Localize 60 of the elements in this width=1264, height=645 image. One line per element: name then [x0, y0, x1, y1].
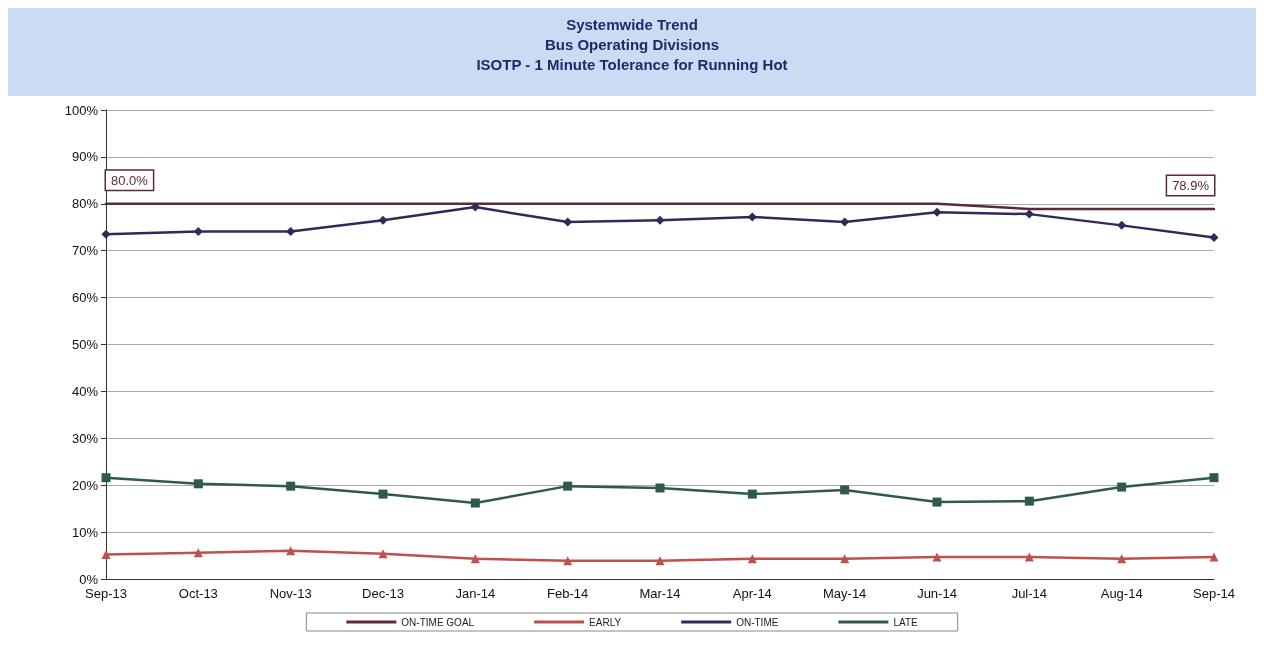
point	[563, 481, 573, 491]
y-tick-label: 100%	[64, 102, 99, 118]
point	[932, 552, 942, 562]
y-tick-label: 10%	[71, 524, 99, 540]
point	[1209, 233, 1219, 243]
x-tick-label: Jan-14	[455, 586, 496, 601]
legend-label: EARLY	[589, 616, 622, 628]
point	[470, 498, 480, 508]
x-tick-label: Sep-13	[85, 586, 127, 601]
point	[193, 226, 203, 236]
y-tick-label: 30%	[71, 430, 99, 446]
y-tick-label: 80%	[71, 196, 99, 212]
x-tick-label: Oct-13	[178, 586, 218, 601]
point	[747, 489, 757, 499]
point	[193, 479, 203, 489]
point	[378, 489, 388, 499]
point	[378, 549, 388, 559]
legend-label: LATE	[893, 616, 918, 628]
data-label: 78.9%	[1172, 177, 1210, 193]
point	[470, 202, 480, 212]
point	[840, 217, 850, 227]
point	[655, 556, 665, 566]
legend-label: ON-TIME GOAL	[401, 616, 475, 628]
y-tick-label: 50%	[71, 337, 99, 352]
x-tick-label: Nov-13	[269, 586, 312, 601]
x-tick-label: Jun-14	[917, 586, 957, 601]
x-tick-label: May-14	[822, 586, 867, 601]
x-tick-label: Aug-14	[1100, 586, 1143, 601]
point	[1024, 496, 1034, 506]
x-tick-label: Sep-14	[1193, 586, 1235, 601]
legend-label: ON-TIME	[736, 616, 779, 628]
point	[655, 215, 665, 225]
chart-title: Systemwide Trend	[566, 16, 698, 33]
x-tick-label: Mar-14	[639, 586, 681, 601]
point	[286, 481, 296, 491]
y-tick-label: 60%	[71, 290, 99, 306]
point	[1209, 552, 1219, 562]
point	[1117, 220, 1127, 230]
point	[1209, 473, 1219, 483]
point	[101, 229, 111, 239]
point	[932, 497, 942, 507]
y-tick-label: 0%	[79, 571, 99, 587]
point	[101, 473, 111, 483]
point	[286, 226, 296, 236]
point	[932, 207, 942, 217]
data-label: 80.0%	[111, 172, 149, 188]
point	[1117, 482, 1127, 492]
y-tick-label: 90%	[71, 149, 99, 165]
y-tick-label: 70%	[71, 243, 99, 259]
point	[378, 215, 388, 225]
chart-subtitle: Bus Operating Divisions ISOTP - 1 Minute Tolerance for Running Hot	[476, 35, 788, 73]
point	[655, 483, 665, 493]
x-tick-label: Dec-13	[362, 586, 404, 601]
point	[101, 550, 111, 560]
x-tick-label: Apr-14	[732, 586, 772, 601]
y-tick-label: 20%	[71, 477, 99, 493]
x-tick-label: Jul-14	[1011, 586, 1048, 601]
x-tick-label: Feb-14	[547, 586, 589, 601]
y-tick-label: 40%	[71, 383, 99, 399]
point	[840, 485, 850, 495]
